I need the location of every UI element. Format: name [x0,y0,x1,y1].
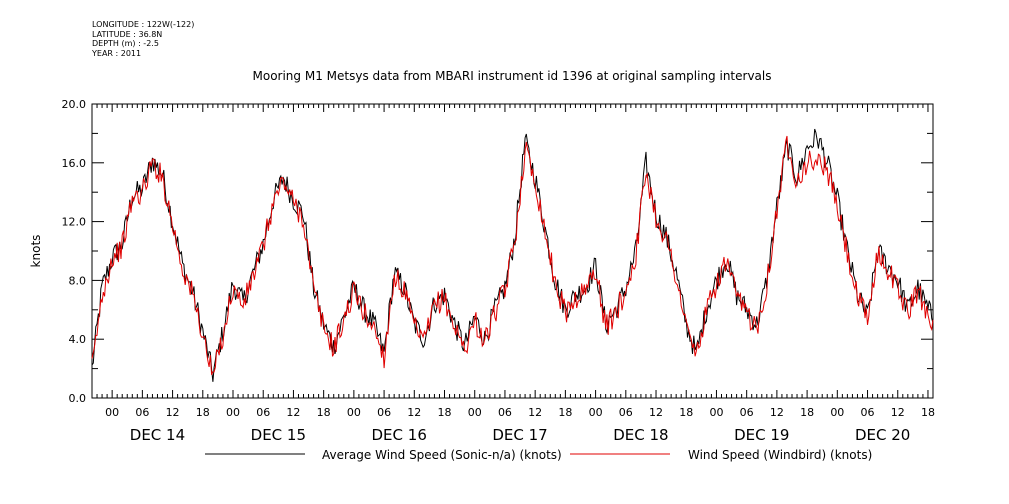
series-line-windbird [91,135,934,376]
hour-tick-label: 06 [377,406,391,419]
axis-ticks [91,103,934,399]
hour-tick-label: 12 [649,406,663,419]
data-series [91,128,934,382]
legend-label-windbird: Wind Speed (Windbird) (knots) [688,448,872,462]
depth-label: DEPTH (m) : -2.5 [92,39,159,49]
y-tick-labels: 0.0 4.0 8.0 12.0 16.0 20.0 [62,98,87,405]
hour-tick-label: 00 [830,406,844,419]
y-tick-label: 8.0 [69,274,87,287]
hour-tick-label: 06 [135,406,149,419]
legend: Average Wind Speed (Sonic-n/a) (knots) W… [205,448,872,462]
latitude-label: LATITUDE : 36.8N [92,29,163,39]
hour-tick-label: 00 [226,406,240,419]
hour-tick-label: 00 [347,406,361,419]
hour-tick-label: 12 [407,406,421,419]
hour-tick-label: 18 [800,406,814,419]
y-tick-label: 20.0 [62,98,87,111]
chart-title: Mooring M1 Metsys data from MBARI instru… [253,69,772,83]
hour-tick-label: 06 [861,406,875,419]
hour-tick-label: 00 [468,406,482,419]
day-label: DEC 14 [130,426,185,444]
hour-tick-label: 00 [709,406,723,419]
day-label: DEC 15 [251,426,306,444]
hour-tick-label: 06 [498,406,512,419]
hour-tick-label: 18 [921,406,935,419]
year-label: YEAR : 2011 [92,48,142,58]
hour-tick-label: 12 [891,406,905,419]
hour-tick-label: 18 [438,406,452,419]
hour-tick-label: 06 [256,406,270,419]
hour-tick-label: 06 [740,406,754,419]
y-tick-label: 16.0 [62,157,87,170]
y-axis-label: knots [29,235,43,268]
hour-tick-label: 12 [528,406,542,419]
hour-tick-label: 18 [196,406,210,419]
legend-label-sonic: Average Wind Speed (Sonic-n/a) (knots) [322,448,562,462]
y-tick-label: 4.0 [69,333,87,346]
series-line-sonic [91,128,934,382]
day-label: DEC 16 [372,426,427,444]
hour-tick-label: 18 [558,406,572,419]
day-label: DEC 20 [855,426,910,444]
day-label: DEC 17 [492,426,547,444]
hour-tick-label: 12 [166,406,180,419]
day-label: DEC 19 [734,426,789,444]
hour-tick-label: 18 [679,406,693,419]
hour-tick-label: 00 [589,406,603,419]
longitude-label: LONGITUDE : 122W(-122) [92,20,195,29]
hour-tick-label: 00 [105,406,119,419]
hour-tick-label: 06 [619,406,633,419]
hour-tick-label: 12 [770,406,784,419]
y-tick-label: 0.0 [69,392,87,405]
x-tick-labels: 00 06 12 18 00 06 12 18 00 06 12 18 00 06 12 18 00 06 12 18… [105,406,935,444]
y-tick-label: 12.0 [62,216,87,229]
station-metadata: LONGITUDE : 122W(-122) LATITUDE : 36.8N … [92,20,194,58]
day-label: DEC 18 [613,426,668,444]
hour-tick-label: 12 [286,406,300,419]
hour-tick-label: 18 [317,406,331,419]
